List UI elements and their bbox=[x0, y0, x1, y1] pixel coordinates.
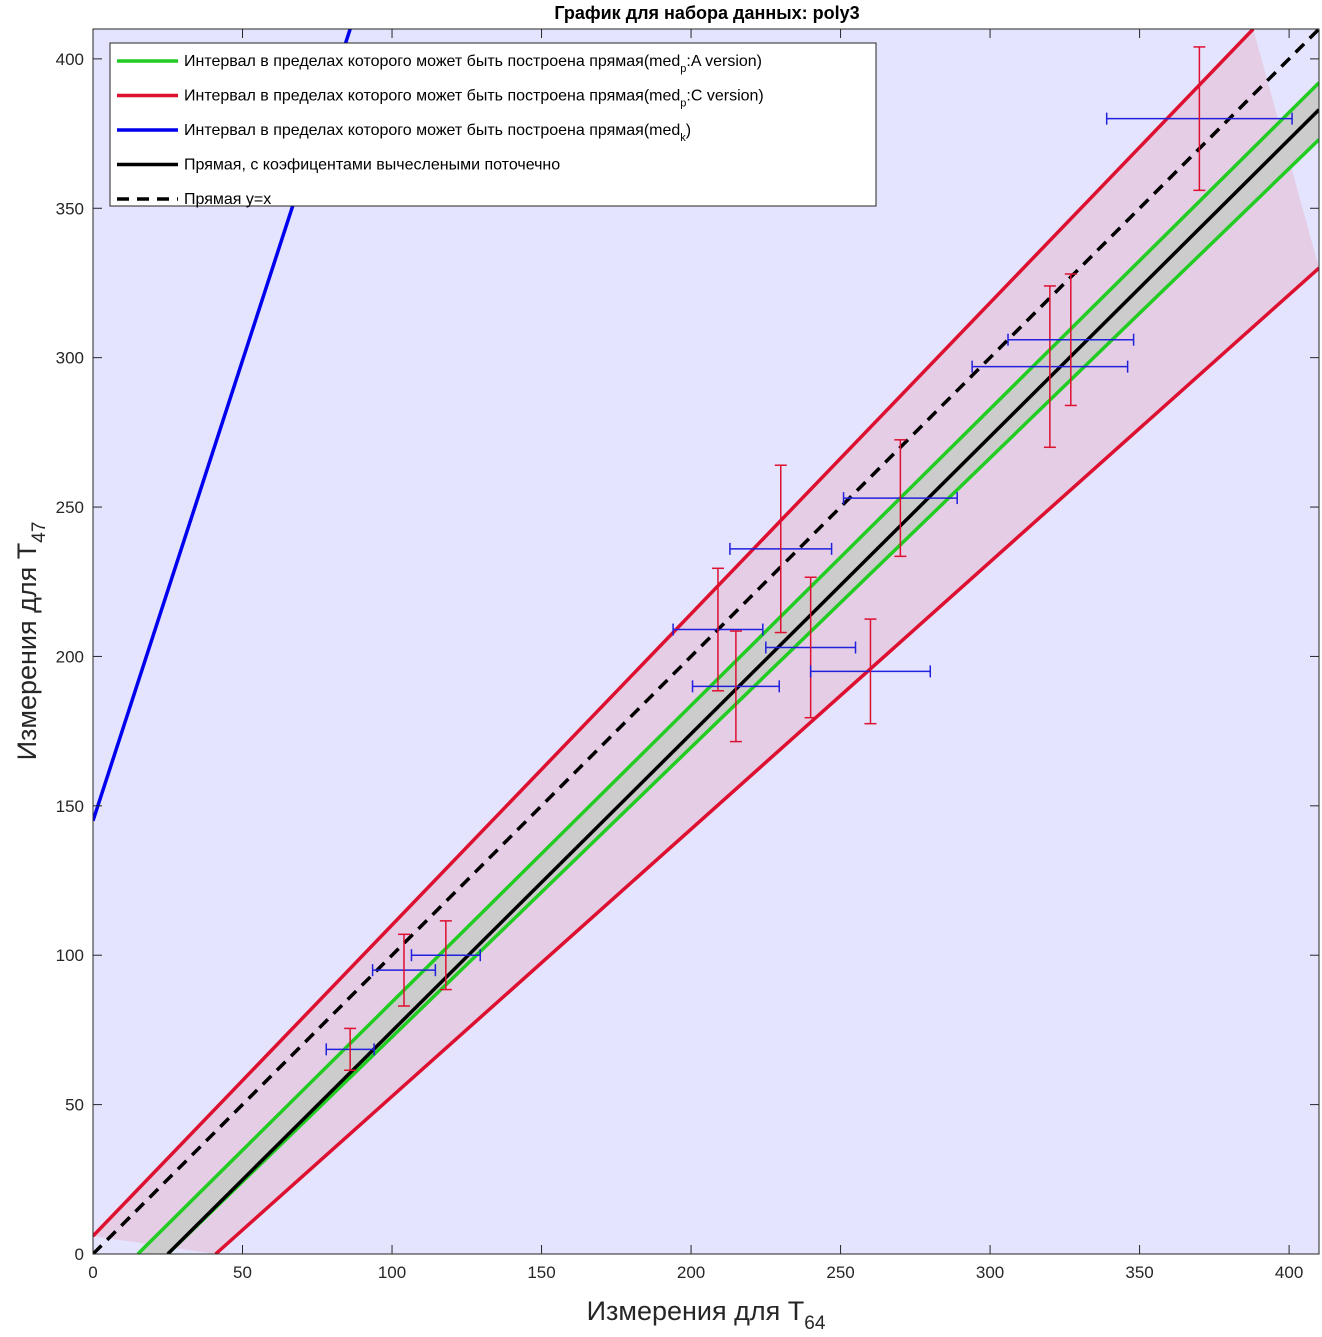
x-tick-label: 50 bbox=[233, 1263, 252, 1282]
chart-title: График для набора данных: poly3 bbox=[554, 3, 859, 23]
y-tick-label: 100 bbox=[56, 946, 84, 965]
x-tick-label: 250 bbox=[826, 1263, 854, 1282]
y-axis: 0 50 100 150 200 250 300 350 400 bbox=[56, 50, 1319, 1264]
y-tick-label: 250 bbox=[56, 498, 84, 517]
x-axis-label: Измерения для T64 bbox=[587, 1296, 826, 1334]
errorbar bbox=[1007, 273, 1135, 407]
legend: Интервал в пределах которого может быть … bbox=[109, 42, 877, 208]
x-tick-label: 200 bbox=[677, 1263, 705, 1282]
errorbar bbox=[691, 630, 781, 743]
x-tick-label: 100 bbox=[378, 1263, 406, 1282]
y-tick-label: 200 bbox=[56, 647, 84, 666]
y-tick-label: 150 bbox=[56, 797, 84, 816]
errorbar bbox=[765, 576, 857, 719]
x-tick-label: 150 bbox=[527, 1263, 555, 1282]
y-axis-label: Измерения для T47 bbox=[12, 522, 50, 761]
green-upper-line bbox=[136, 81, 1319, 1254]
green-lower-line bbox=[166, 138, 1319, 1254]
x-tick-label: 350 bbox=[1125, 1263, 1153, 1282]
legend-entry-blue: Интервал в пределах которого может быть … bbox=[117, 122, 691, 144]
identity-line bbox=[93, 29, 1319, 1254]
x-axis: 0 50 100 150 200 250 300 350 400 bbox=[88, 29, 1303, 1282]
x-tick-label: 0 bbox=[88, 1263, 97, 1282]
errorbar bbox=[842, 439, 958, 558]
legend-label: Интервал в пределах которого может быть … bbox=[184, 122, 691, 144]
errorbar bbox=[729, 464, 833, 634]
errorbar bbox=[1105, 46, 1293, 192]
errorbar bbox=[325, 1027, 375, 1071]
legend-box bbox=[109, 42, 877, 207]
legend-label: Интервал в пределах которого может быть … bbox=[184, 88, 764, 110]
y-tick-label: 0 bbox=[75, 1245, 84, 1264]
errorbar bbox=[672, 567, 764, 692]
plot-frame bbox=[92, 28, 1320, 1255]
legend-entry-identity: Прямая y=x bbox=[117, 191, 271, 208]
legend-entry-green: Интервал в пределах которого может быть … bbox=[117, 53, 762, 75]
black-fit-line bbox=[166, 108, 1319, 1254]
legend-label: Прямая, с коэфицентами вычеслеными поточ… bbox=[184, 157, 560, 174]
x-tick-label: 400 bbox=[1275, 1263, 1303, 1282]
legend-entry-black: Прямая, с коэфицентами вычеслеными поточ… bbox=[117, 157, 560, 174]
y-tick-label: 400 bbox=[56, 50, 84, 69]
legend-entry-red: Интервал в пределах которого может быть … bbox=[117, 88, 764, 110]
errorbar bbox=[809, 618, 932, 725]
y-tick-label: 50 bbox=[65, 1096, 84, 1115]
errorbar bbox=[971, 285, 1129, 449]
x-tick-label: 300 bbox=[976, 1263, 1004, 1282]
errorbar bbox=[371, 933, 437, 1007]
legend-label: Прямая y=x bbox=[184, 191, 271, 208]
y-tick-label: 300 bbox=[56, 349, 84, 368]
legend-label: Интервал в пределах которого может быть … bbox=[184, 53, 762, 75]
y-tick-label: 350 bbox=[56, 199, 84, 218]
red-lower-line bbox=[214, 266, 1319, 1254]
errorbar bbox=[410, 920, 481, 991]
